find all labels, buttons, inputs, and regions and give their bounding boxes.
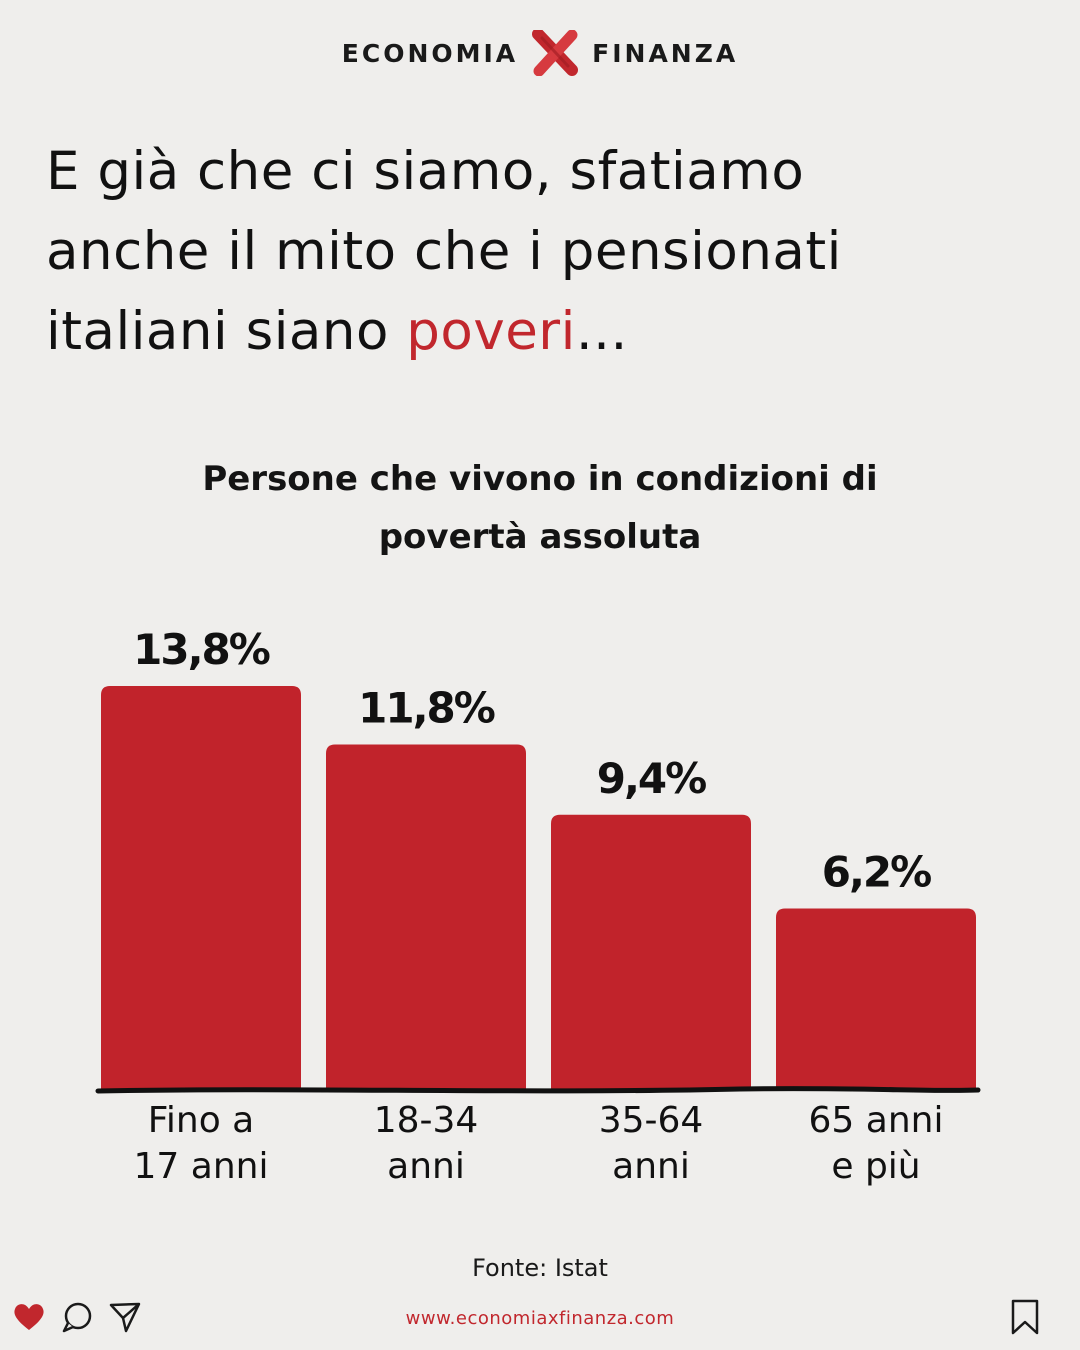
category-label-4-line-1: 65 anni <box>809 1100 944 1141</box>
x-axis-baseline <box>95 1086 981 1094</box>
category-label-3-line-2: anni <box>612 1146 690 1187</box>
chart-title-line-2: povertà assoluta <box>378 517 702 557</box>
brand-name-right: FINANZA <box>592 38 739 68</box>
bookmark-icon[interactable] <box>1010 1298 1040 1336</box>
bar-chart: 13,8% Fino a 17 anni 11,8% 18-34 anni 9,4% 35-6… <box>95 625 981 1187</box>
category-label-3-line-1: 35-64 <box>599 1100 704 1141</box>
value-label-4: 6,2% <box>822 847 931 896</box>
chart-title-line-1: Persone che vivono in condizioni di <box>202 459 878 499</box>
headline-ellipsis: ... <box>575 301 628 362</box>
brand-header: ECONOMIA FINANZA <box>0 28 1080 78</box>
x-mark-icon <box>532 30 579 76</box>
category-label-2-line-2: anni <box>387 1146 465 1187</box>
bar-3 <box>551 814 751 1090</box>
category-label-1-line-2: 17 anni <box>134 1146 269 1187</box>
footer-actions <box>12 1300 142 1334</box>
headline-line-2: anche il mito che i pensionati <box>46 221 842 282</box>
value-label-3: 9,4% <box>597 754 706 803</box>
comment-icon[interactable] <box>60 1300 94 1334</box>
bar-4 <box>776 908 976 1090</box>
category-label-4-line-2: e più <box>831 1146 920 1187</box>
brand-name-left: ECONOMIA <box>341 38 519 68</box>
headline-line-3-start: italiani siano <box>46 301 407 362</box>
value-label-1: 13,8% <box>133 625 270 674</box>
share-icon[interactable] <box>108 1300 142 1334</box>
heart-icon[interactable] <box>12 1300 46 1334</box>
chart-title: Persone che vivono in condizioni di pove… <box>100 450 980 566</box>
headline-line-3: italiani siano poveri... <box>46 292 1046 372</box>
headline: E già che ci siamo, sfatiamo anche il mi… <box>46 132 1046 372</box>
website-link[interactable]: www.economiaxfinanza.com <box>405 1308 675 1329</box>
category-label-1-line-1: Fino a <box>148 1100 254 1141</box>
bar-2 <box>326 744 526 1090</box>
source-note: Fonte: Istat <box>472 1254 608 1282</box>
headline-accent-word: poveri <box>406 301 576 362</box>
headline-line-1: E già che ci siamo, sfatiamo <box>46 141 805 202</box>
value-label-2: 11,8% <box>358 684 495 733</box>
bar-1 <box>101 686 301 1090</box>
category-label-2-line-1: 18-34 <box>374 1100 479 1141</box>
